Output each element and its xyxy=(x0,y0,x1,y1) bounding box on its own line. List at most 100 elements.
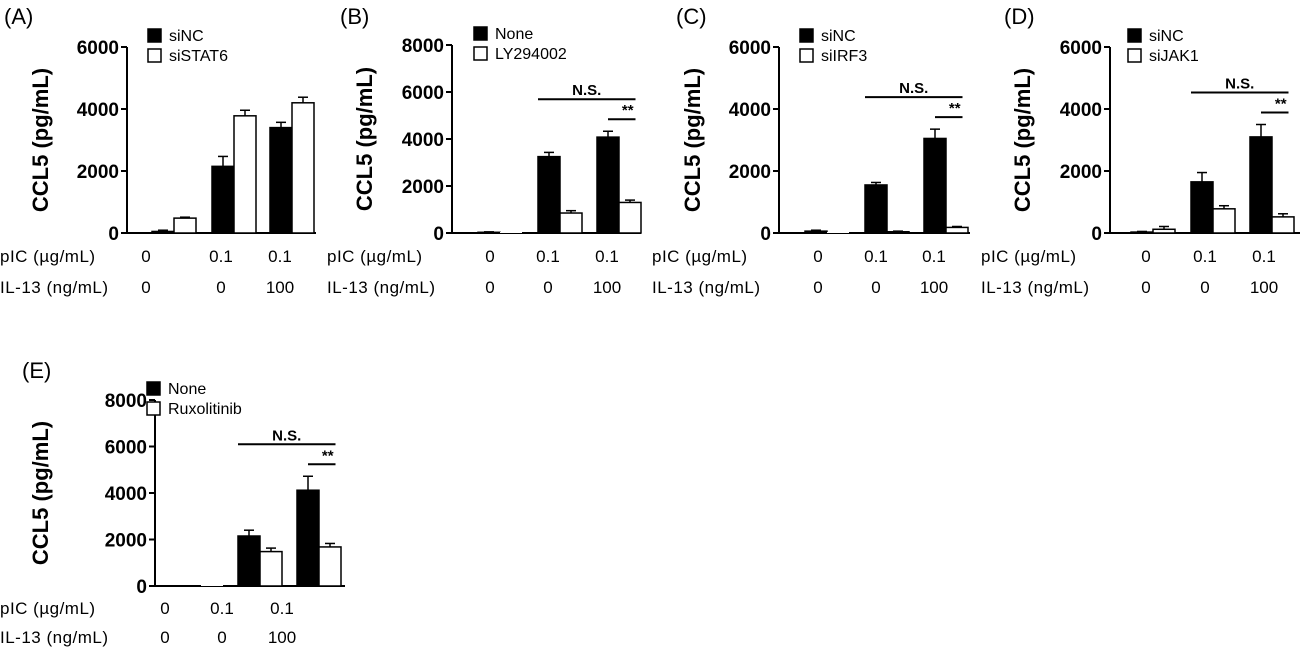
condition-row-label: pIC (µg/mL) xyxy=(981,247,1077,266)
legend-label: None xyxy=(495,26,533,43)
condition-row-label: pIC (µg/mL) xyxy=(652,247,748,266)
condition-value: 0.1 xyxy=(270,599,294,618)
condition-value: 0 xyxy=(485,247,494,266)
bar-siirf3 xyxy=(827,232,849,233)
y-tick-label: 2000 xyxy=(402,177,444,198)
y-tick-label: 6000 xyxy=(105,438,147,459)
condition-value: 0 xyxy=(141,278,150,297)
legend-label: None xyxy=(168,381,206,398)
panel-label: (C) xyxy=(676,4,707,29)
condition-value: 0.1 xyxy=(268,247,292,266)
legend-swatch xyxy=(146,381,161,396)
y-axis-label: CCL5 (pg/mL) xyxy=(1010,68,1035,212)
bar-ruxolitinib xyxy=(259,550,283,587)
condition-row-label: IL-13 (ng/mL) xyxy=(652,278,761,297)
bar-sinc xyxy=(864,184,888,234)
y-tick-label: 6000 xyxy=(729,38,771,59)
legend-swatch xyxy=(473,46,488,61)
significance-label: N.S. xyxy=(272,427,301,444)
y-axis-label: CCL5 (pg/mL) xyxy=(680,68,705,212)
y-tick-label: 0 xyxy=(136,577,147,598)
y-tick-label: 0 xyxy=(433,224,444,245)
condition-value: 0.1 xyxy=(1252,247,1276,266)
significance-label: N.S. xyxy=(899,80,928,97)
bar-siirf3 xyxy=(886,231,910,234)
y-tick-label: 2000 xyxy=(105,531,147,552)
bar-sinc xyxy=(923,137,947,234)
legend-label: siNC xyxy=(169,28,204,45)
y-axis-label: CCL5 (pg/mL) xyxy=(28,68,53,212)
panel-label: (A) xyxy=(4,4,33,29)
legend-swatch xyxy=(147,48,162,63)
legend-swatch xyxy=(146,401,161,416)
bar-ruxolitinib xyxy=(201,585,223,586)
condition-row-label: IL-13 (ng/mL) xyxy=(327,278,436,297)
condition-value: 0 xyxy=(485,278,494,297)
y-tick-label: 0 xyxy=(760,224,771,245)
y-tick-label: 8000 xyxy=(402,36,444,57)
significance-label: N.S. xyxy=(1225,76,1254,93)
y-tick-label: 2000 xyxy=(1060,162,1102,183)
bar-none xyxy=(537,155,561,234)
condition-value: 100 xyxy=(1250,278,1278,297)
y-tick-label: 6000 xyxy=(1060,38,1102,59)
legend-label: siSTAT6 xyxy=(169,48,228,65)
legend-swatch xyxy=(473,26,488,41)
legend-label: siIRF3 xyxy=(821,48,867,65)
condition-value: 0.1 xyxy=(536,247,560,266)
condition-value: 0.1 xyxy=(864,247,888,266)
bar-sistat6 xyxy=(291,102,315,234)
condition-value: 0 xyxy=(1141,247,1150,266)
condition-row-label: pIC (µg/mL) xyxy=(0,599,96,618)
y-tick-label: 4000 xyxy=(105,484,147,505)
condition-value: 0 xyxy=(543,278,552,297)
panel-label: (B) xyxy=(340,4,369,29)
bar-ly294002 xyxy=(500,232,522,233)
legend-swatch xyxy=(1127,28,1142,43)
y-tick-label: 4000 xyxy=(77,100,119,121)
condition-value: 0.1 xyxy=(595,247,619,266)
y-axis-label: CCL5 (pg/mL) xyxy=(28,421,53,565)
condition-value: 100 xyxy=(593,278,621,297)
condition-value: 0.1 xyxy=(922,247,946,266)
panel-label: (E) xyxy=(22,358,51,383)
bar-sinc xyxy=(1249,136,1273,234)
bar-sinc xyxy=(804,230,828,234)
y-tick-label: 2000 xyxy=(729,162,771,183)
chart-panel-3: (C) 0 2000 4000 6000 CCL5 (pg/mL) N.S. ** siNC si… xyxy=(652,4,970,297)
legend-swatch xyxy=(799,28,814,43)
chart-panel-5: (E) 0 2000 4000 6000 8000 CCL5 (pg/mL) N.S. ** No… xyxy=(0,358,345,647)
bar-sinc xyxy=(1130,231,1154,234)
panel-label: (D) xyxy=(1004,4,1035,29)
legend-swatch xyxy=(147,28,162,43)
condition-value: 0 xyxy=(216,278,225,297)
bar-ly294002 xyxy=(618,201,642,234)
legend-label: siNC xyxy=(821,28,856,45)
significance-label: ** xyxy=(949,100,961,117)
condition-row-label: IL-13 (ng/mL) xyxy=(0,628,109,647)
y-tick-label: 8000 xyxy=(105,391,147,412)
chart-panel-2: (B) 0 2000 4000 6000 8000 CCL5 (pg/mL) N.S. ** No… xyxy=(327,4,642,297)
bar-sinc xyxy=(151,230,175,234)
legend-label: siJAK1 xyxy=(1149,48,1199,65)
condition-value: 0 xyxy=(141,247,150,266)
y-tick-label: 0 xyxy=(108,224,119,245)
legend-label: LY294002 xyxy=(495,46,567,63)
bar-sijak1 xyxy=(1271,216,1295,234)
bar-sinc xyxy=(269,126,293,234)
y-tick-label: 4000 xyxy=(402,130,444,151)
y-tick-label: 6000 xyxy=(77,38,119,59)
y-tick-label: 2000 xyxy=(77,162,119,183)
significance-label: N.S. xyxy=(572,82,601,99)
condition-value: 0 xyxy=(813,247,822,266)
condition-value: 0 xyxy=(871,278,880,297)
y-tick-label: 0 xyxy=(1091,224,1102,245)
condition-value: 0.1 xyxy=(1193,247,1217,266)
condition-value: 100 xyxy=(266,278,294,297)
y-axis-label: CCL5 (pg/mL) xyxy=(352,67,377,211)
legend-label: siNC xyxy=(1149,28,1184,45)
legend-label: Ruxolitinib xyxy=(168,401,242,418)
condition-value: 100 xyxy=(920,278,948,297)
condition-row-label: IL-13 (ng/mL) xyxy=(981,278,1090,297)
legend-swatch xyxy=(1127,48,1142,63)
